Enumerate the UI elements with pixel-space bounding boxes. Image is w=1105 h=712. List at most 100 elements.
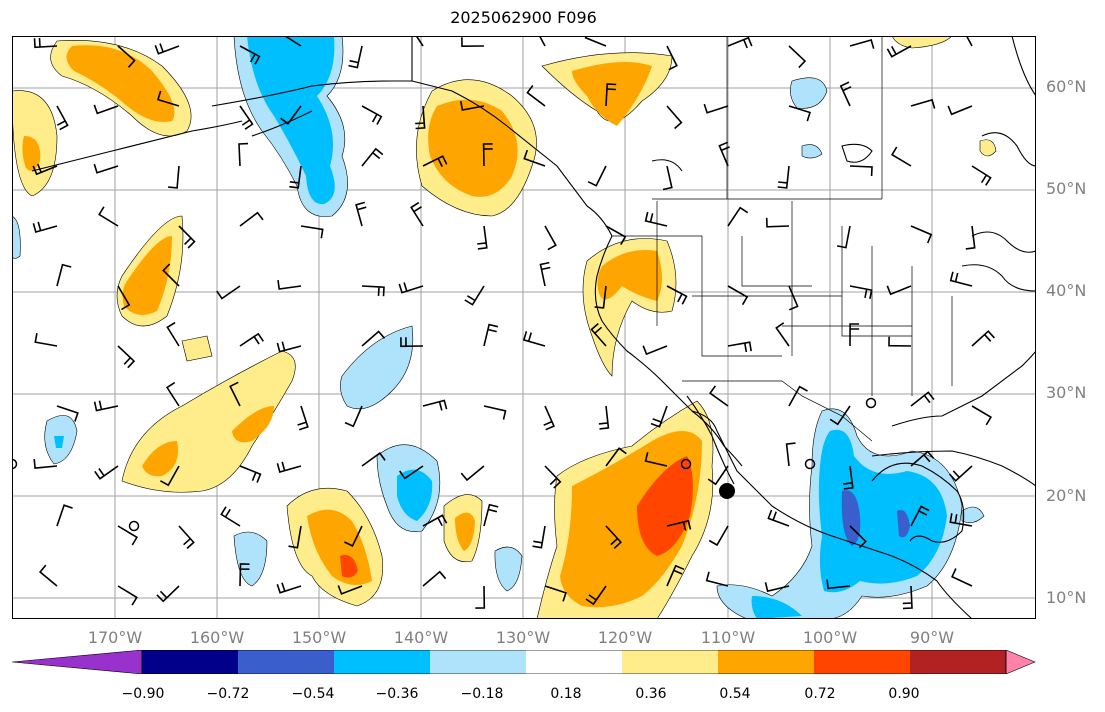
wind-barb <box>460 101 485 111</box>
wind-barb <box>415 36 424 47</box>
wind-barb <box>826 579 851 590</box>
wind-barb <box>475 585 486 609</box>
positive-anomaly-region <box>232 406 274 443</box>
positive-anomaly-region <box>181 335 213 362</box>
colorbar-tick-label: 0.36 <box>635 686 667 702</box>
wind-barb <box>348 45 363 69</box>
wind-barb <box>891 146 912 167</box>
map-panel <box>12 36 1036 619</box>
wind-barb <box>727 341 752 353</box>
colorbar-cell <box>238 650 335 674</box>
wind-barb <box>587 165 607 187</box>
wind-barb <box>154 43 180 55</box>
wind-barb <box>544 225 557 251</box>
wind-barb <box>276 461 302 473</box>
wind-barb <box>910 98 936 109</box>
wind-barb <box>56 263 72 287</box>
wind-barb <box>522 331 546 347</box>
colorbar-tick-label: 0.72 <box>804 686 836 702</box>
colorbar-cell <box>142 650 239 674</box>
wind-barb <box>849 285 873 300</box>
wind-barb <box>33 37 58 49</box>
wind-barb <box>355 201 367 227</box>
wind-barb <box>300 225 324 239</box>
colorbar-tick-label: −0.54 <box>291 686 335 702</box>
wind-barb <box>483 503 499 527</box>
wind-barb <box>289 165 302 189</box>
wind-barb <box>727 36 753 49</box>
wind-barb <box>422 514 448 527</box>
wind-barb <box>56 105 69 131</box>
wind-barb <box>461 37 485 48</box>
colorbar-cell <box>334 650 431 674</box>
wind-barb <box>526 85 546 107</box>
wind-barb <box>344 525 363 547</box>
map-border <box>12 36 1036 619</box>
wind-barb <box>965 36 973 47</box>
lat-label: 60°N <box>1046 77 1087 96</box>
colorbar-max-arrow <box>1005 650 1036 674</box>
wind-barb <box>708 385 729 407</box>
wind-barb <box>538 36 546 47</box>
wind-barb <box>93 400 119 412</box>
positive-anomaly-region <box>979 139 997 157</box>
positive-anomaly-region <box>22 136 41 171</box>
wind-barb <box>34 333 58 347</box>
wind-barb <box>361 330 386 347</box>
positive-anomaly-region <box>66 45 175 122</box>
wind-barb <box>216 285 241 300</box>
wind-barb <box>777 165 790 189</box>
wind-barb <box>644 452 668 467</box>
wind-barb <box>483 323 499 347</box>
wind-barb <box>829 405 851 426</box>
coastlines <box>31 36 1036 619</box>
lon-label: 120°W <box>597 628 653 647</box>
wind-barb <box>949 465 973 482</box>
negative-anomaly-region <box>54 436 64 448</box>
wind-barb <box>532 525 546 549</box>
wind-barb <box>727 206 749 227</box>
wind-barb <box>168 165 180 189</box>
wind-barb <box>965 225 976 250</box>
wind-barb <box>277 279 302 290</box>
lat-label: 10°N <box>1046 588 1087 607</box>
colorbar-cell <box>910 650 1007 674</box>
wind-barb <box>662 165 673 191</box>
wind-barb <box>666 45 678 71</box>
wind-barb <box>666 105 683 130</box>
wind-barb <box>276 341 302 353</box>
wind-barb <box>361 451 386 467</box>
wind-barb <box>594 285 607 309</box>
lon-label: 130°W <box>495 628 551 647</box>
negative-anomaly-region <box>897 510 910 538</box>
wind-barb <box>605 525 623 549</box>
wind-barb <box>886 45 912 58</box>
positive-anomaly-region <box>891 36 953 49</box>
wind-barb <box>93 104 119 115</box>
colorbar-tick-label: −0.36 <box>375 686 419 702</box>
wind-barb <box>117 525 138 546</box>
positive-anomaly-region <box>122 236 172 315</box>
wind-barb <box>788 385 808 407</box>
wind-barb <box>605 225 627 245</box>
wind-barb <box>361 285 385 297</box>
colorbar-tick-label: 0.18 <box>550 686 582 702</box>
wind-barb <box>703 103 729 114</box>
wind-barb <box>297 405 309 431</box>
negative-anomaly-region <box>801 144 823 159</box>
wind-barb <box>788 45 807 69</box>
colorbar-cell <box>814 650 911 674</box>
wind-barb <box>727 285 749 306</box>
lon-label: 100°W <box>802 628 858 647</box>
colorbar-cell <box>622 650 719 674</box>
wind-barb <box>32 221 58 233</box>
wind-barb <box>605 83 617 107</box>
wind-barb <box>422 155 448 167</box>
wind-barb <box>666 285 688 305</box>
station-marker <box>680 458 692 470</box>
wind-barb <box>764 582 790 593</box>
wind-barb <box>162 263 180 287</box>
wind-barb <box>971 330 995 347</box>
lon-label: 110°W <box>700 628 756 647</box>
wind-barb <box>971 405 992 426</box>
